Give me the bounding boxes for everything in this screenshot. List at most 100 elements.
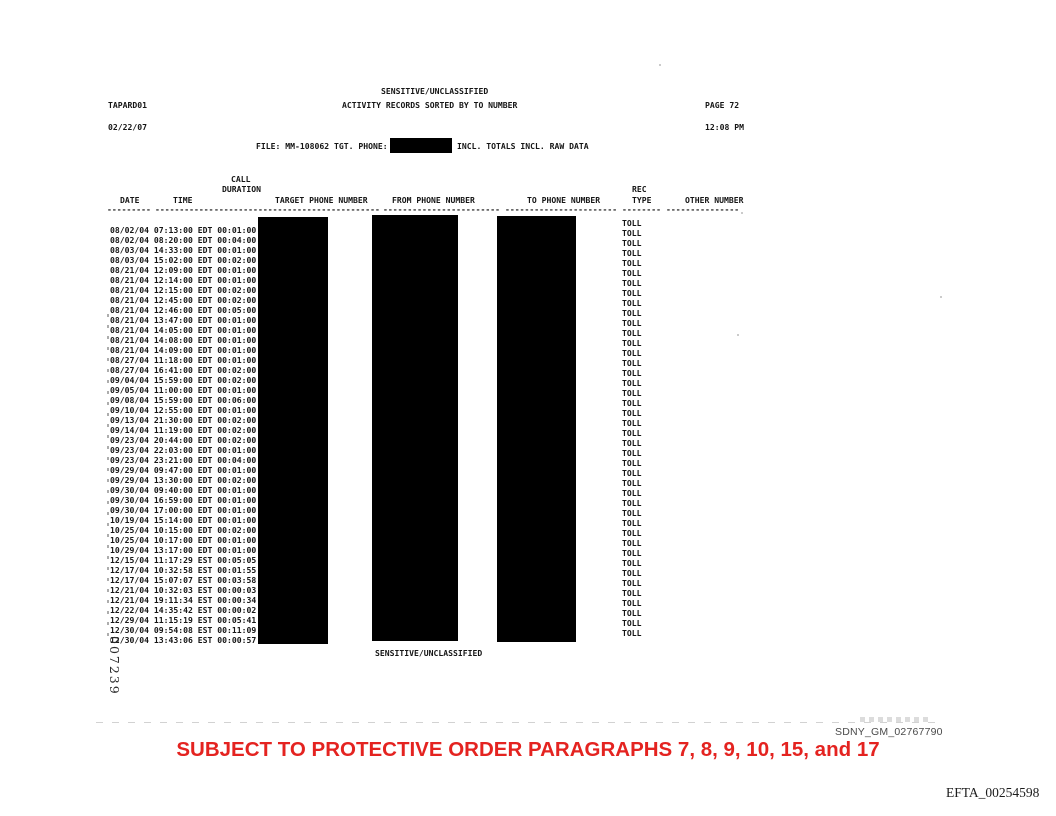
table-row: 12/22/04 14:35:42 EST 00:00:02 TOLL <box>110 598 642 615</box>
table-row: 12/17/04 10:32:58 EST 00:01:55 TOLL <box>110 558 642 575</box>
sdny-bates-number: SDNY_GM_02767790 <box>835 726 943 738</box>
row-rec-type: TOLL <box>622 478 642 488</box>
table-row: 09/30/04 17:00:00 EDT 00:01:00 TOLL <box>110 498 642 515</box>
scan-artifact-smudge <box>860 717 928 722</box>
table-row: 08/21/04 12:09:00 EDT 00:01:00 TOLL <box>110 258 642 275</box>
row-date-time-duration: 08/03/04 14:33:00 EDT 00:01:00 <box>110 245 257 255</box>
scan-noise-dot <box>741 212 743 214</box>
row-rec-type: TOLL <box>622 458 642 468</box>
table-row: 10/25/04 10:17:00 EDT 00:01:00 TOLL <box>110 528 642 545</box>
row-rec-type: TOLL <box>622 288 642 298</box>
col-header-duration: DURATION <box>222 184 261 194</box>
table-row: 08/21/04 12:46:00 EDT 00:05:00 TOLL <box>110 298 642 315</box>
row-rec-type: TOLL <box>622 598 642 608</box>
col-header-to-phone: TO PHONE NUMBER <box>527 195 601 205</box>
table-row: 12/30/04 09:54:08 EST 00:11:09 TOLL <box>110 618 642 635</box>
row-date-time-duration: 12/17/04 15:07:07 EST 00:03:58 <box>110 575 257 585</box>
table-row: 08/21/04 14:08:00 EDT 00:01:00 TOLL <box>110 328 642 345</box>
row-rec-type: TOLL <box>622 548 642 558</box>
row-rec-type: TOLL <box>622 388 642 398</box>
scan-noise-dot <box>940 296 942 298</box>
separator-dashes: --------- <box>107 204 151 214</box>
table-row: 12/30/04 13:43:06 EST 00:00:57 TOLL <box>110 628 642 645</box>
protective-order-stamp: SUBJECT TO PROTECTIVE ORDER PARAGRAPHS 7… <box>176 738 880 761</box>
row-date-time-duration: 12/21/04 19:11:34 EST 00:00:34 <box>110 595 257 605</box>
redaction-bar-to-phone-column <box>497 216 576 642</box>
row-rec-type: TOLL <box>622 408 642 418</box>
row-rec-type: TOLL <box>622 418 642 428</box>
row-date-time-duration: 09/23/04 22:03:00 EDT 00:01:00 <box>110 445 257 455</box>
separator-dashes: --------- <box>214 204 258 214</box>
table-row: 12/21/04 19:11:34 EST 00:00:34 TOLL <box>110 588 642 605</box>
row-rec-type: TOLL <box>622 218 642 228</box>
row-rec-type: TOLL <box>622 588 642 598</box>
table-row: 09/23/04 22:03:00 EDT 00:01:00 TOLL <box>110 438 642 455</box>
row-date-time-duration: 09/29/04 13:30:00 EDT 00:02:00 <box>110 475 257 485</box>
row-rec-type: TOLL <box>622 368 642 378</box>
col-header-from-phone: FROM PHONE NUMBER <box>392 195 475 205</box>
report-time: 12:08 PM <box>705 122 744 132</box>
row-date-time-duration: 08/21/04 14:05:00 EDT 00:01:00 <box>110 325 257 335</box>
page-number: PAGE 72 <box>705 100 740 110</box>
file-line-suffix: INCL. TOTALS INCL. RAW DATA <box>457 141 589 151</box>
table-row: 12/15/04 11:17:29 EST 00:05:05 TOLL <box>110 548 642 565</box>
row-rec-type: TOLL <box>622 268 642 278</box>
report-title: ACTIVITY RECORDS SORTED BY TO NUMBER <box>342 100 518 110</box>
redaction-bar-target-phone-column <box>258 217 328 644</box>
row-date-time-duration: 08/21/04 12:15:00 EDT 00:02:00 <box>110 285 257 295</box>
scan-artifact-dotted-line <box>96 722 941 723</box>
row-date-time-duration: 08/21/04 12:14:00 EDT 00:01:00 <box>110 275 257 285</box>
row-date-time-duration: 09/30/04 17:00:00 EDT 00:01:00 <box>110 505 257 515</box>
col-header-time: TIME <box>173 195 193 205</box>
row-date-time-duration: 09/29/04 09:47:00 EDT 00:01:00 <box>110 465 257 475</box>
col-header-type: TYPE <box>632 195 652 205</box>
table-row: 08/27/04 16:41:00 EDT 00:02:00 TOLL <box>110 358 642 375</box>
row-date-time-duration: 09/05/04 11:00:00 EDT 00:01:00 <box>110 385 257 395</box>
footer-classification: SENSITIVE/UNCLASSIFIED <box>375 648 483 658</box>
row-date-time-duration: 12/22/04 14:35:42 EST 00:00:02 <box>110 605 257 615</box>
row-date-time-duration: 08/03/04 15:02:00 EDT 00:02:00 <box>110 255 257 265</box>
row-date-time-duration: 12/21/04 10:32:03 EST 00:00:03 <box>110 585 257 595</box>
row-date-time-duration: 08/21/04 14:08:00 EDT 00:01:00 <box>110 335 257 345</box>
row-date-time-duration: 09/30/04 09:40:00 EDT 00:01:00 <box>110 485 257 495</box>
row-rec-type: TOLL <box>622 298 642 308</box>
col-header-other-number: OTHER NUMBER <box>685 195 744 205</box>
col-header-date: DATE <box>120 195 140 205</box>
scan-noise-dot <box>737 334 739 336</box>
row-date-time-duration: 09/10/04 12:55:00 EDT 00:01:00 <box>110 405 257 415</box>
separator-dashes: -------- <box>622 204 661 214</box>
col-header-call: CALL <box>231 174 251 184</box>
table-row: 09/08/04 15:59:00 EDT 00:06:00 TOLL <box>110 388 642 405</box>
row-rec-type: TOLL <box>622 498 642 508</box>
table-rows: 08/02/04 07:13:00 EDT 00:01:00 TOLL 08/02/… <box>110 218 642 645</box>
row-date-time-duration: 08/21/04 12:09:00 EDT 00:01:00 <box>110 265 257 275</box>
row-date-time-duration: 10/19/04 15:14:00 EDT 00:01:00 <box>110 515 257 525</box>
row-rec-type: TOLL <box>622 308 642 318</box>
row-rec-type: TOLL <box>622 468 642 478</box>
row-date-time-duration: 09/04/04 15:59:00 EDT 00:02:00 <box>110 375 257 385</box>
file-line-prefix: FILE: MM-108062 TGT. PHONE: <box>256 141 388 151</box>
table-row: 08/21/04 13:47:00 EDT 00:01:00 TOLL <box>110 308 642 325</box>
table-row: 08/03/04 15:02:00 EDT 00:02:00 TOLL <box>110 248 642 265</box>
efta-bates-number: EFTA_00254598 <box>946 785 1040 800</box>
row-rec-type: TOLL <box>622 258 642 268</box>
row-rec-type: TOLL <box>622 398 642 408</box>
row-date-time-duration: 12/30/04 13:43:06 EST 00:00:57 <box>110 635 257 645</box>
table-row: 12/21/04 10:32:03 EST 00:00:03 TOLL <box>110 578 642 595</box>
row-rec-type: TOLL <box>622 348 642 358</box>
row-date-time-duration: 10/29/04 13:17:00 EDT 00:01:00 <box>110 545 257 555</box>
table-row: 09/30/04 09:40:00 EDT 00:01:00 TOLL <box>110 478 642 495</box>
row-rec-type: TOLL <box>622 538 642 548</box>
scan-noise-dot <box>659 64 661 66</box>
row-rec-type: TOLL <box>622 248 642 258</box>
redaction-bar-target-phone-fileline <box>390 138 452 153</box>
row-rec-type: TOLL <box>622 608 642 618</box>
row-rec-type: TOLL <box>622 378 642 388</box>
row-rec-type: TOLL <box>622 278 642 288</box>
table-row: 12/29/04 11:15:19 EST 00:05:41 TOLL <box>110 608 642 625</box>
row-date-time-duration: 08/21/04 13:47:00 EDT 00:01:00 <box>110 315 257 325</box>
row-rec-type: TOLL <box>622 528 642 538</box>
separator-dashes: --------------- <box>666 204 740 214</box>
redaction-bar-from-phone-column <box>372 215 458 641</box>
